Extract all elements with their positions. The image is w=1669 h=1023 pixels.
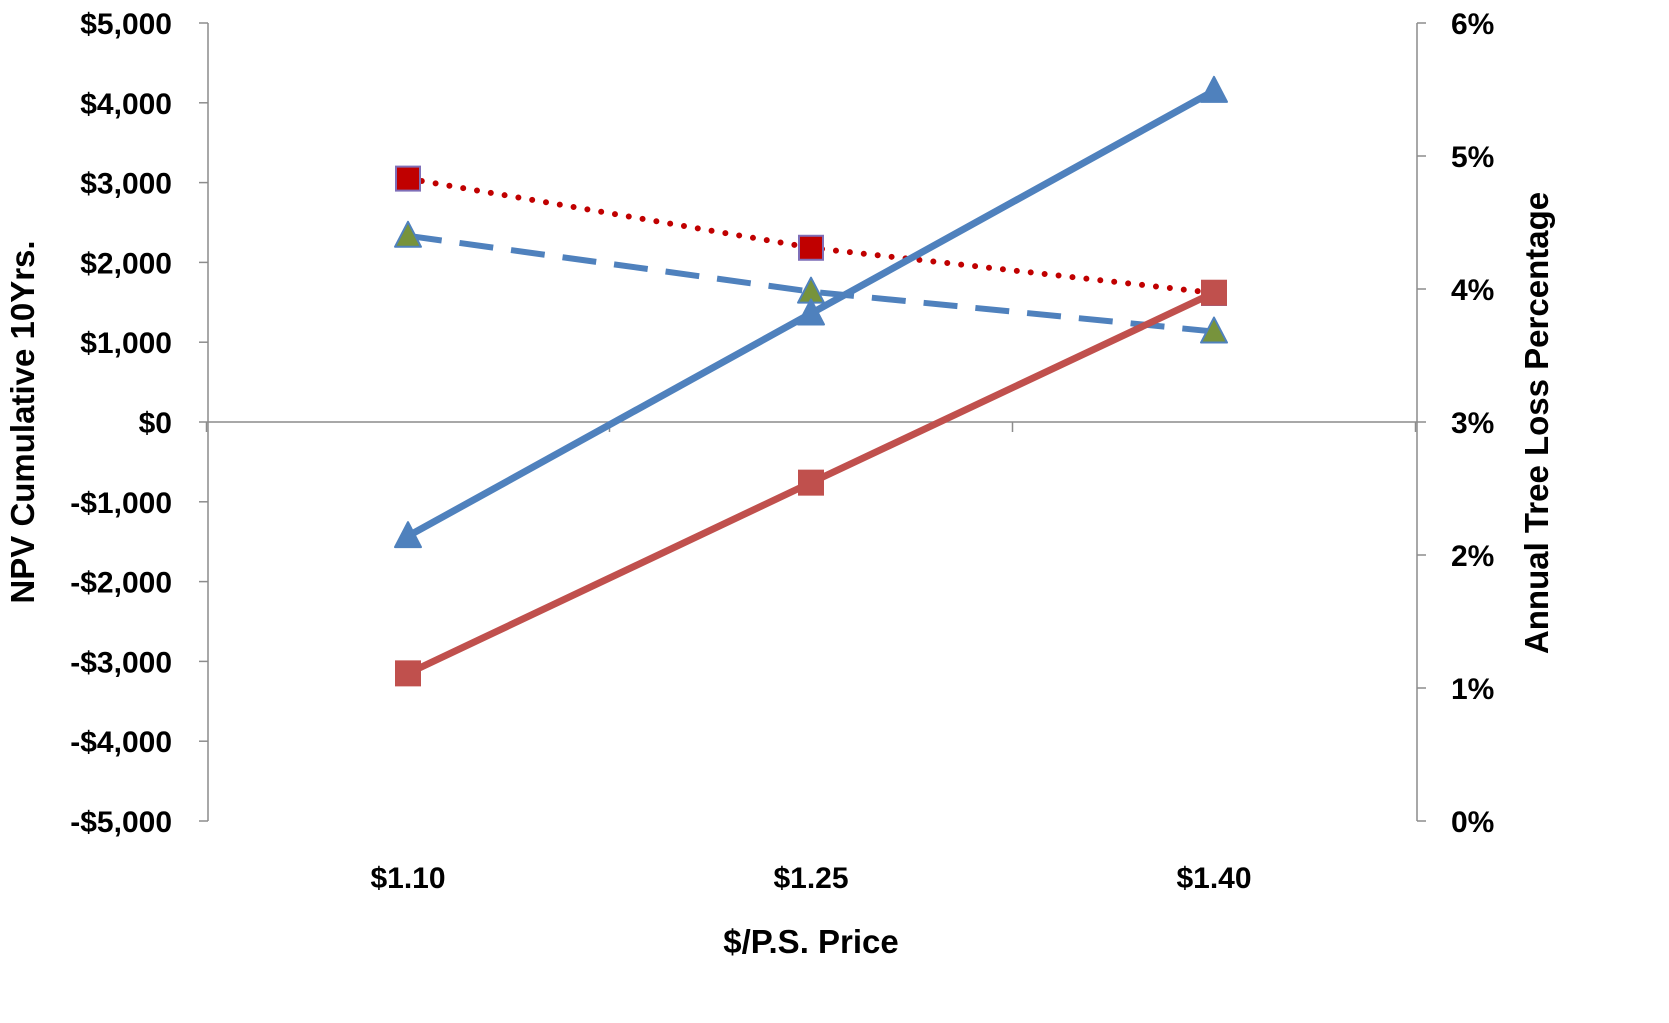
left-y-tick-label: -$3,000 — [70, 646, 172, 679]
series-2-square-marker — [1201, 279, 1227, 306]
left-y-tick-label: -$2,000 — [70, 567, 172, 600]
axes — [199, 22, 1426, 822]
left-y-tick-label: -$4,000 — [70, 726, 172, 759]
right-y-tick-label: 4% — [1451, 274, 1494, 307]
left-y-axis-title: NPV Cumulative 10Yrs. — [4, 240, 41, 603]
left-y-tick-label: -$1,000 — [70, 487, 172, 520]
left-y-tick-label: $4,000 — [80, 88, 172, 121]
series-4-triangle-marker — [1200, 316, 1228, 344]
series-2-square-marker — [395, 660, 421, 687]
x-tick-label: $1.25 — [773, 862, 848, 895]
right-y-tick-label: 3% — [1451, 407, 1494, 440]
series-3-square-marker — [798, 234, 824, 261]
x-axis-ticks — [205, 422, 1417, 432]
series-markers — [394, 75, 1228, 687]
right-y-tick-label: 2% — [1451, 540, 1494, 573]
series-2-square-marker — [798, 469, 824, 496]
series-1-triangle-marker — [394, 521, 422, 549]
right-y-tick-label: 0% — [1451, 806, 1494, 839]
right-y-tick-label: 1% — [1451, 673, 1494, 706]
left-y-axis-tick-labels: $5,000 $4,000 $3,000 $2,000 $1,000 $0 -$1,000 -… — [70, 8, 172, 839]
left-y-tick-label: $5,000 — [80, 8, 172, 41]
left-y-tick-label: $0 — [139, 407, 172, 440]
right-y-axis-tick-labels: 6% 5% 4% 3% 2% 1% 0% — [1451, 8, 1494, 839]
series-1-triangle-marker — [797, 298, 825, 326]
left-y-tick-label: $3,000 — [80, 168, 172, 201]
x-tick-label: $1.40 — [1176, 862, 1251, 895]
x-axis-tick-labels: $1.10 $1.25 $1.40 — [370, 862, 1251, 895]
left-y-tick-label: $1,000 — [80, 327, 172, 360]
left-y-axis-ticks — [199, 22, 208, 822]
left-y-tick-label: -$5,000 — [70, 806, 172, 839]
x-axis-title: $/P.S. Price — [723, 923, 899, 960]
series-3-square-marker — [395, 165, 421, 192]
right-y-tick-label: 6% — [1451, 8, 1494, 41]
x-tick-label: $1.10 — [370, 862, 445, 895]
series-1-triangle-marker — [1200, 75, 1228, 103]
series-line-4 — [407, 232, 1215, 335]
right-y-axis-ticks — [1417, 22, 1426, 822]
right-y-tick-label: 5% — [1451, 141, 1494, 174]
right-y-axis-title: Annual Tree Loss Percentage — [1518, 192, 1555, 654]
series-4-triangle-marker — [394, 220, 422, 248]
left-y-tick-label: $2,000 — [80, 247, 172, 280]
series-lines — [405, 87, 1217, 677]
